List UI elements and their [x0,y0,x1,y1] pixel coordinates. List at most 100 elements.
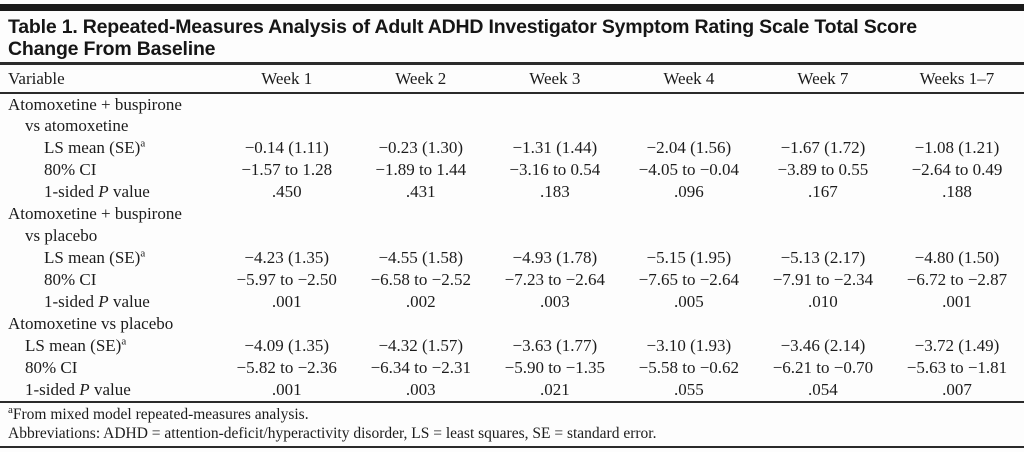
cell-value: .096 [673,182,704,201]
cell-value: −5.15 (1.95) [646,248,732,267]
cell-value: −4.55 (1.58) [378,248,464,267]
row-label-80ci: 80% CI [25,358,78,377]
cell-value: .021 [539,380,570,399]
row-label-ls-mean: LS mean (SE)a [0,247,220,269]
table-row: 80% CI −5.97 to −2.50 −6.58 to −2.52 −7.… [0,269,1024,291]
cell-value: −6.21 to −0.70 [772,358,874,377]
table-row: LS mean (SE)a −0.14 (1.11) −0.23 (1.30) … [0,137,1024,159]
table-row: 1-sided P value .001 .003 .021 .055 .054… [0,379,1024,401]
cell-value: .005 [673,292,704,311]
footnote-abbreviations: Abbreviations: ADHD = attention-deficit/… [8,425,657,442]
cell-value: .431 [405,182,436,201]
table-title-line-2: Change From Baseline [8,38,216,60]
row-label-p-value: 1-sided P value [0,291,220,313]
footnote-marker: a [140,137,146,150]
row-label-text: LS mean (SE) [44,248,141,267]
cell-value: −2.04 (1.56) [646,138,732,157]
row-label-text: LS mean (SE) [44,138,141,157]
column-header-week-4: Week 4 [621,65,756,94]
cell-value: .167 [808,182,838,201]
header-row: Variable Week 1 Week 2 Week 3 Week 4 Wee… [0,65,1024,94]
cell-value: −4.05 to −0.04 [638,160,740,179]
footnote-marker: a [140,247,146,260]
row-label-p-value: 1-sided P value [0,181,220,203]
cell-value: −3.10 (1.93) [646,336,732,355]
cell-value: −1.08 (1.21) [914,138,1000,157]
table-title: Table 1. Repeated-Measures Analysis of A… [0,11,1024,65]
cell-value: .001 [942,292,972,311]
cell-value: −0.23 (1.30) [378,138,464,157]
cell-value: −5.97 to −2.50 [236,270,337,289]
row-label-text: 1-sided [25,380,80,399]
table-row: 80% CI −5.82 to −2.36 −6.34 to −2.31 −5.… [0,357,1024,379]
cell-value: −7.23 to −2.64 [504,270,606,289]
table-row: 1-sided P value .001 .002 .003 .005 .010… [0,291,1024,313]
row-label-p-value: 1-sided P value [0,379,220,401]
cell-value: .183 [539,182,570,201]
row-label-ls-mean: LS mean (SE)a [0,137,220,159]
column-header-weeks-1-7: Weeks 1–7 [889,65,1024,94]
column-header-variable: Variable [0,65,220,94]
cell-value: −3.72 (1.49) [914,336,1000,355]
section-group-row: Atomoxetine vs placebo [0,313,1024,335]
group-label-line-2: vs placebo [25,226,98,245]
table-row: LS mean (SE)a −4.23 (1.35) −4.55 (1.58) … [0,247,1024,269]
cell-value: −5.82 to −2.36 [236,358,337,377]
column-header-week-7: Week 7 [755,65,890,94]
results-table: Variable Week 1 Week 2 Week 3 Week 4 Wee… [0,65,1024,401]
table-footnotes: aFrom mixed model repeated-measures anal… [0,403,1024,443]
cell-value: .188 [942,182,972,201]
cell-value: −1.57 to 1.28 [241,160,333,179]
footnote-divider [0,401,1024,403]
cell-value: .003 [539,292,570,311]
cell-value: .001 [271,292,302,311]
cell-value: −3.89 to 0.55 [777,160,869,179]
column-header-week-2: Week 2 [353,65,488,94]
cell-value: .003 [405,380,436,399]
group-label-line-1: Atomoxetine + buspirone [8,94,182,114]
table-row: 80% CI −1.57 to 1.28 −1.89 to 1.44 −3.16… [0,159,1024,181]
footnote-marker: a [8,403,13,416]
cell-value: −3.63 (1.77) [512,336,598,355]
group-label-line-1: Atomoxetine + buspirone [8,204,182,223]
cell-value: −5.58 to −0.62 [638,358,740,377]
cell-value: −6.34 to −2.31 [370,358,471,377]
row-label-text: LS mean (SE) [25,336,122,355]
p-italic: P [98,292,109,311]
p-italic: P [79,380,90,399]
cell-value: −7.91 to −2.34 [772,270,874,289]
section-group-row: Atomoxetine + buspirone [0,93,1024,115]
cell-value: −4.23 (1.35) [244,248,330,267]
table-row: 1-sided P value .450 .431 .183 .096 .167… [0,181,1024,203]
table-row: LS mean (SE)a −4.09 (1.35) −4.32 (1.57) … [0,335,1024,357]
row-label-text: value [89,380,131,399]
row-label-80ci: 80% CI [44,270,97,289]
row-label-80ci: 80% CI [44,160,97,179]
column-header-week-3: Week 3 [487,65,622,94]
cell-value: .450 [271,182,302,201]
cell-value: −0.14 (1.11) [244,138,329,157]
cell-value: .010 [808,292,838,311]
p-italic: P [98,182,109,201]
cell-value: .001 [271,380,302,399]
cell-value: .055 [673,380,704,399]
cell-value: −6.58 to −2.52 [370,270,471,289]
row-label-ls-mean: LS mean (SE)a [0,335,220,357]
footnote-marker: a [121,335,127,348]
cell-value: −5.63 to −1.81 [906,358,1008,377]
footnote-text: From mixed model repeated-measures analy… [12,406,309,423]
cell-value: −1.31 (1.44) [512,138,598,157]
group-label-line-1: Atomoxetine vs placebo [8,314,174,333]
cell-value: −3.16 to 0.54 [509,160,601,179]
cell-value: −2.64 to 0.49 [911,160,1003,179]
cell-value: −1.67 (1.72) [780,138,866,157]
section-group-row: vs placebo [0,225,1024,247]
cell-value: .002 [405,292,436,311]
column-header-week-1: Week 1 [219,65,354,94]
cell-value: −6.72 to −2.87 [906,270,1008,289]
group-label-line-2: vs atomoxetine [25,116,129,135]
section-group-row: Atomoxetine + buspirone [0,203,1024,225]
cell-value: −4.80 (1.50) [914,248,1000,267]
cell-value: −5.90 to −1.35 [504,358,606,377]
row-label-text: value [108,182,150,201]
